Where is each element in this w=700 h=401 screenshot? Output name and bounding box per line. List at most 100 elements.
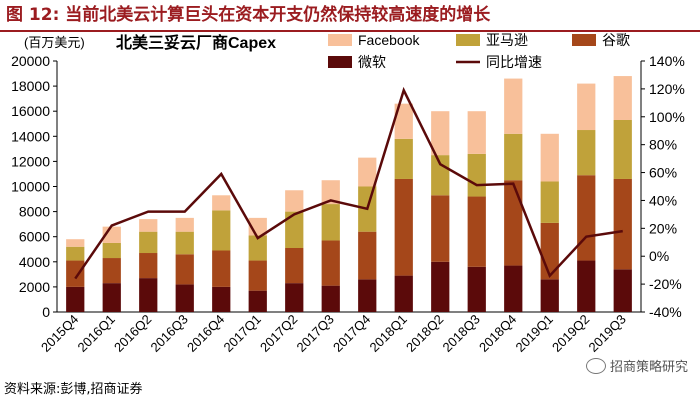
y-left-tick-label: 2000 (19, 279, 50, 295)
growth-line (74, 86, 623, 280)
title-divider (0, 30, 700, 32)
bar-segment (467, 196, 486, 267)
legend-swatch (456, 34, 480, 46)
legend-label: 同比增速 (486, 54, 542, 70)
bar-segment (394, 138, 413, 179)
bar-segment (175, 231, 194, 255)
x-tick-label: 2017Q3 (294, 312, 337, 355)
bar-segment (540, 279, 559, 312)
bar-segment (321, 180, 340, 205)
bar-segment (613, 269, 632, 312)
legend-swatch (572, 34, 596, 46)
bar-segment (431, 111, 450, 156)
bar-segment (431, 155, 450, 196)
wechat-icon (585, 357, 606, 374)
bar-segment (175, 284, 194, 312)
y-right-tick-label: 80% (649, 137, 677, 153)
x-tick-label: 2016Q4 (184, 312, 227, 355)
y-left-tick-label: 20000 (11, 53, 50, 69)
bar-segment (577, 260, 596, 312)
bar-segment (212, 250, 231, 287)
y-right-tick-label: 60% (649, 165, 677, 181)
bar-segment (248, 290, 267, 312)
bar-segment (66, 286, 85, 312)
bar-segment (102, 283, 121, 312)
bar-segment (321, 285, 340, 312)
legend-label: 微软 (358, 54, 386, 70)
x-tick-label: 2018Q2 (403, 312, 446, 355)
legend-label: 谷歌 (602, 32, 630, 48)
watermark: 招商策略研究 (585, 356, 688, 375)
bar-segment (66, 239, 85, 247)
bar-segment (285, 283, 304, 312)
bar-segment (285, 247, 304, 284)
legend-swatch (328, 56, 352, 68)
x-tick-label: 2016Q3 (148, 312, 191, 355)
bar-segment (212, 210, 231, 251)
bar-segment (577, 175, 596, 261)
bar-segment (139, 278, 158, 312)
watermark-text: 招商策略研究 (609, 360, 688, 375)
bar-segment (358, 157, 377, 187)
x-tick-label: 2017Q4 (330, 312, 373, 355)
capex-chart: (百万美元) 北美三妥云厂商Capex 0 2000 4000 6000 8000 10000… (11, 32, 685, 355)
bar-segment (212, 286, 231, 312)
y-left-tick-label: 10000 (11, 179, 50, 195)
bar-segment (613, 119, 632, 179)
bar-segment (540, 222, 559, 280)
y-right-tick-label: 40% (649, 192, 677, 208)
bar-segment (467, 111, 486, 154)
y-right-tick-label: 140% (649, 53, 685, 69)
y-right-tick-label: 120% (649, 81, 685, 97)
bar-segment (540, 133, 559, 182)
y-left-tick-label: 16000 (11, 103, 50, 119)
x-tick-label: 2019Q1 (513, 312, 556, 355)
bar-segment (577, 83, 596, 131)
source-note: 资料来源:彭博,招商证券 (4, 382, 143, 397)
x-tick-label: 2018Q4 (476, 312, 519, 355)
bar-segment (613, 76, 632, 120)
bar-segment (102, 258, 121, 284)
y-right-tick-label: 0% (649, 248, 669, 264)
y-left-tick-label: 0 (42, 304, 50, 320)
bar-segment (613, 178, 632, 270)
legend-swatch (328, 34, 352, 46)
y-right-tick-label: -20% (649, 276, 682, 292)
bar-segment (102, 242, 121, 259)
y-right-tick-label: -40% (649, 304, 682, 320)
bar-segment (504, 133, 523, 181)
bar-segment (504, 78, 523, 134)
bar-segment (139, 219, 158, 232)
x-tick-label: 2019Q2 (549, 312, 592, 355)
y-left-tick-label: 8000 (19, 204, 50, 220)
x-tick-label: 2018Q1 (367, 312, 410, 355)
y-right-tick-label: 20% (649, 220, 677, 236)
x-tick-label: 2018Q3 (440, 312, 483, 355)
x-tick-label: 2017Q1 (221, 312, 264, 355)
y-left-tick-label: 4000 (19, 254, 50, 270)
bar-segment (431, 195, 450, 262)
bar-segment (540, 181, 559, 223)
bar-segment (504, 265, 523, 312)
bar-segment (394, 275, 413, 312)
chart-title: 北美三妥云厂商Capex (116, 33, 276, 52)
bar-segment (321, 204, 340, 241)
y-left-tick-label: 14000 (11, 128, 50, 144)
bar-segment (139, 253, 158, 279)
bar-segment (321, 240, 340, 286)
figure-heading: 当前北美云计算巨头在资本开支仍然保持较高速度的增长 (65, 5, 491, 25)
legend-label: 亚马逊 (486, 32, 528, 48)
bar-segment (248, 260, 267, 291)
x-tick-label: 2017Q2 (257, 312, 300, 355)
figure-label: 图 12: (6, 5, 60, 25)
bar-segment (577, 130, 596, 176)
bar-segment (285, 211, 304, 248)
bar-segment (139, 231, 158, 254)
x-tick-label: 2016Q1 (75, 312, 118, 355)
bar-segment (394, 103, 413, 139)
x-tick-label: 2016Q2 (111, 312, 154, 355)
bar-segment (175, 254, 194, 285)
bar-segment (212, 195, 231, 211)
bar-segment (394, 178, 413, 276)
y-left-tick-label: 18000 (11, 78, 50, 94)
